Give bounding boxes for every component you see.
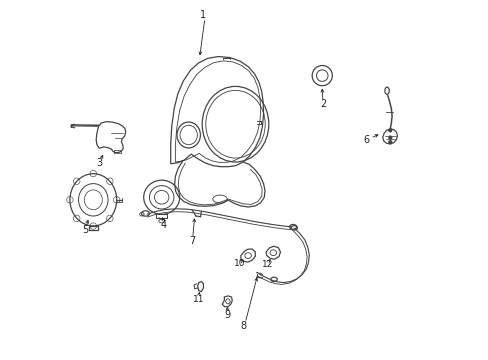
Text: 2: 2 — [319, 99, 325, 109]
Text: 12: 12 — [261, 260, 273, 269]
Text: 3: 3 — [96, 158, 102, 168]
Text: 6: 6 — [363, 135, 369, 145]
Text: 1: 1 — [200, 10, 206, 20]
Text: 5: 5 — [81, 225, 88, 235]
Text: 8: 8 — [240, 321, 246, 331]
Circle shape — [388, 129, 391, 132]
Circle shape — [388, 136, 391, 139]
Circle shape — [388, 141, 391, 144]
Text: 10: 10 — [234, 259, 245, 268]
Text: 7: 7 — [189, 236, 195, 246]
Text: 4: 4 — [161, 220, 166, 230]
Text: 9: 9 — [224, 310, 230, 320]
Text: 11: 11 — [192, 295, 204, 304]
